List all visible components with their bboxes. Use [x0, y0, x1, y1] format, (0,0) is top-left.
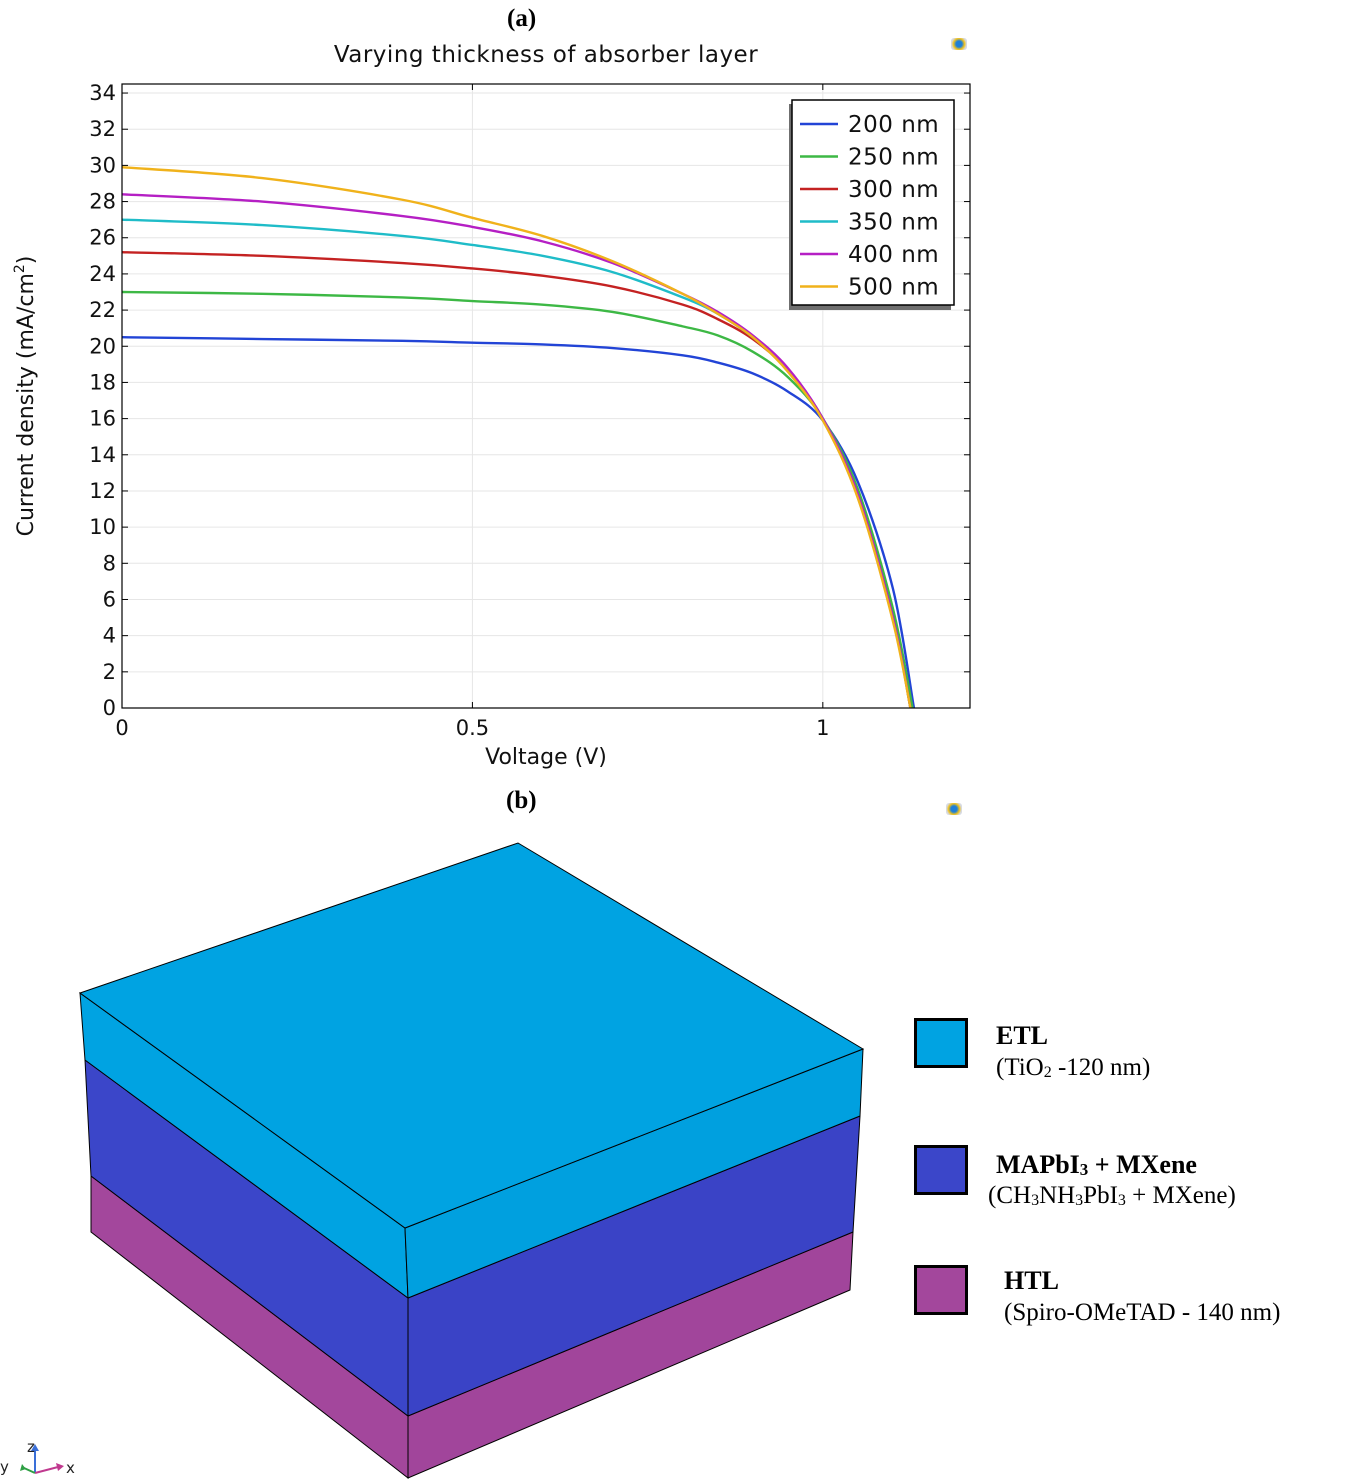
legend-label-0: 200 nm	[848, 112, 939, 138]
axis-z-label: z	[27, 1439, 35, 1456]
y-tick-label-17: 34	[89, 81, 116, 105]
y-tick-label-14: 28	[89, 190, 116, 214]
x-tick-label-0: 0	[115, 716, 128, 740]
x-tick-label-1: 0.5	[456, 716, 489, 740]
htl-swatch	[914, 1265, 968, 1315]
y-tick-label-5: 10	[89, 515, 116, 539]
y-tick-label-12: 24	[89, 262, 116, 286]
legend-label-2: 300 nm	[848, 177, 939, 203]
htl-label: HTL	[1004, 1266, 1059, 1295]
plot-frame	[121, 83, 971, 709]
layer-stack-diagram	[78, 842, 865, 1480]
absorber-description: (CH3NH3PbI3 + MXene)	[988, 1182, 1236, 1209]
legend-label-1: 250 nm	[848, 145, 939, 171]
series-line-300-nm	[121, 251, 912, 709]
legend-label-4: 400 nm	[848, 242, 939, 268]
x-axis-label: Voltage (V)	[485, 745, 607, 770]
y-tick-label-6: 12	[89, 479, 116, 503]
x-tick-label-2: 1	[816, 716, 829, 740]
y-tick-label-16: 32	[89, 117, 116, 141]
y-tick-label-15: 30	[89, 153, 116, 177]
y-tick-label-9: 18	[89, 370, 116, 394]
etl-top-face	[78, 842, 865, 1229]
app-logo-icon-2	[946, 803, 962, 815]
legend-label-5: 500 nm	[848, 275, 939, 301]
htl-description: (Spiro-OMeTAD - 140 nm)	[1004, 1299, 1281, 1326]
y-tick-label-11: 22	[89, 298, 116, 322]
absorber-swatch	[914, 1145, 968, 1195]
y-tick-label-7: 14	[89, 443, 116, 467]
series-line-500-nm	[121, 166, 912, 709]
legend-box	[791, 99, 955, 306]
series-line-200-nm	[121, 336, 916, 709]
y-tick-label-1: 2	[103, 660, 116, 684]
y-tick-label-8: 16	[89, 407, 116, 431]
legend: 200 nm 250 nm 300 nm 350 nm 400 nm 500 nm	[789, 99, 955, 310]
chart-title: Varying thickness of absorber layer	[333, 42, 759, 68]
absorber-label: MAPbI3 + MXene	[996, 1150, 1197, 1179]
axis-y-label: y	[0, 1458, 9, 1476]
axis-triad-icon: z y x	[0, 1439, 75, 1477]
x-ticks: 0 0.5 1	[115, 84, 830, 740]
y-tick-label-4: 8	[103, 551, 116, 575]
y-tick-label-0: 0	[103, 696, 116, 720]
y-tick-label-10: 20	[89, 334, 116, 358]
legend-label-3: 350 nm	[848, 210, 939, 236]
app-logo-icon	[951, 38, 967, 50]
y-tick-label-13: 26	[89, 226, 116, 250]
axis-x-label: x	[66, 1459, 75, 1477]
y-tick-label-3: 6	[103, 587, 116, 611]
etl-label: ETL	[996, 1021, 1049, 1050]
etl-swatch	[914, 1018, 968, 1068]
panel-label-a: (a)	[507, 5, 537, 32]
y-tick-label-2: 4	[103, 624, 116, 648]
series-line-250-nm	[121, 290, 914, 709]
series-lines	[121, 166, 916, 709]
panel-label-b: (b)	[506, 787, 537, 814]
etl-description: (TiO2 -120 nm)	[996, 1054, 1151, 1081]
y-axis-label: Current density (mA/cm2)	[12, 256, 39, 537]
